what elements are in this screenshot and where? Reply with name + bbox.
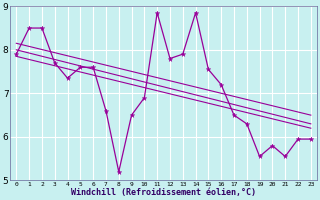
X-axis label: Windchill (Refroidissement éolien,°C): Windchill (Refroidissement éolien,°C) (71, 188, 256, 197)
